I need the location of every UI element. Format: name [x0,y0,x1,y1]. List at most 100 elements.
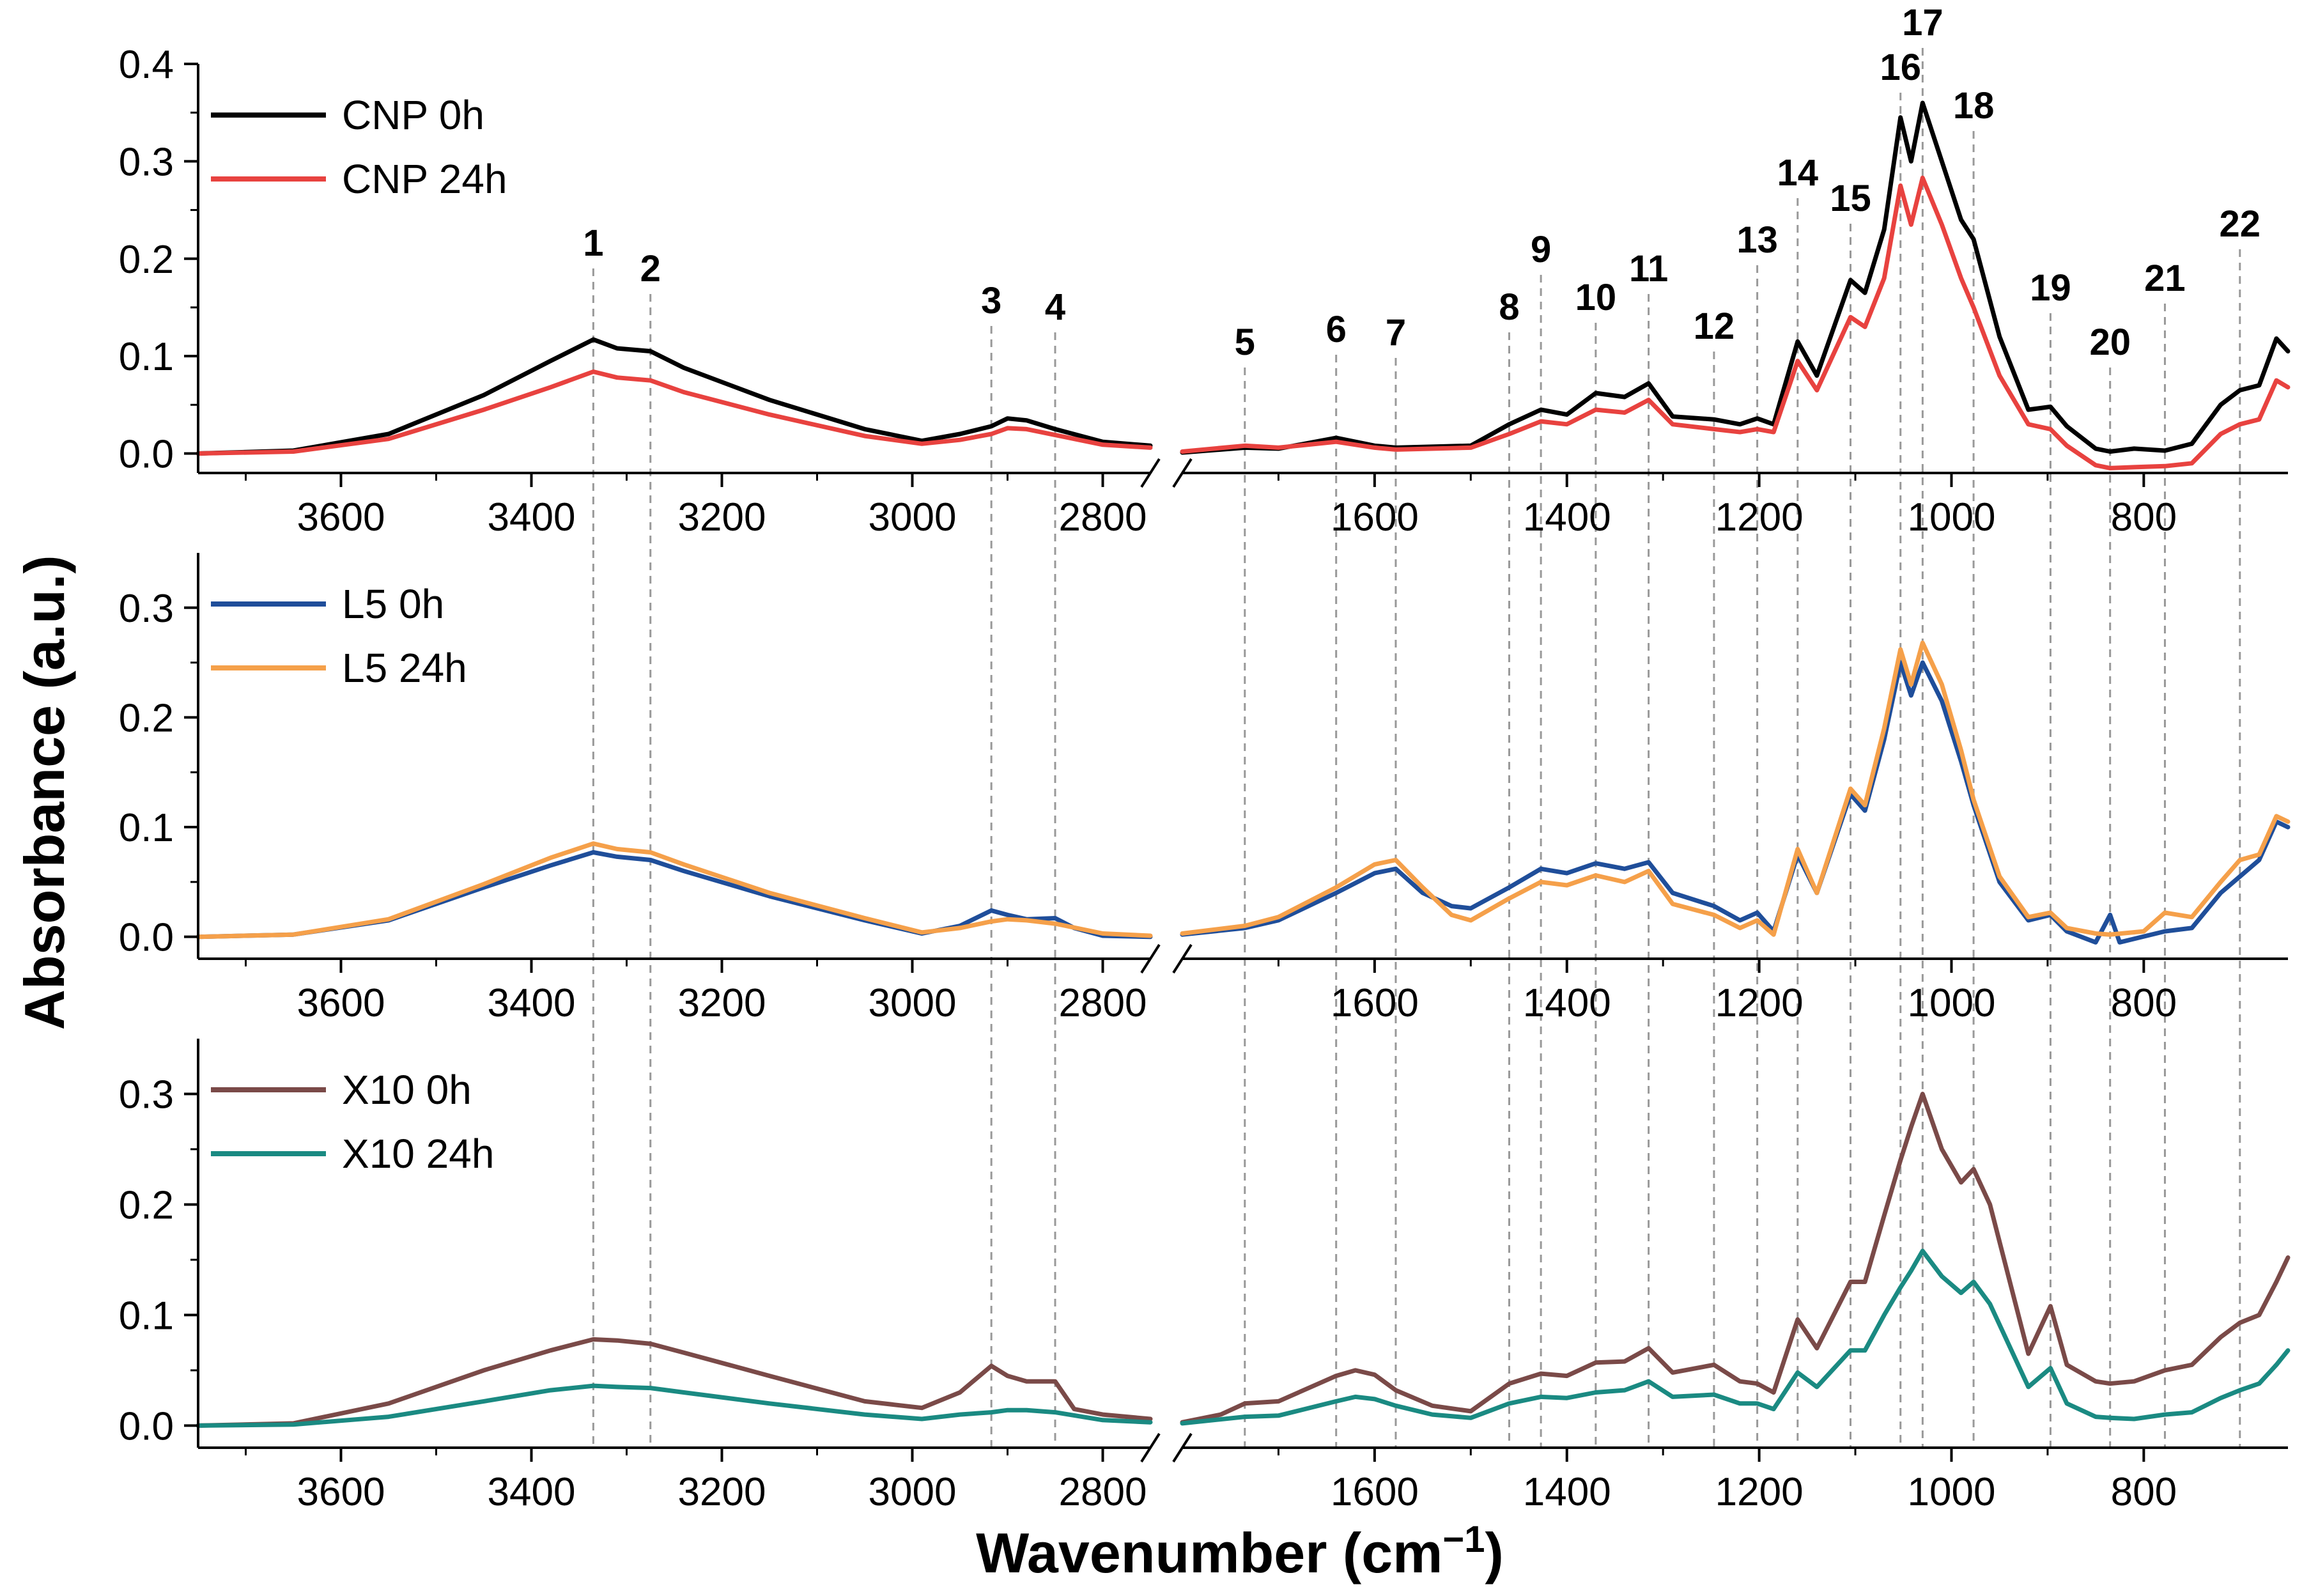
x-tick-label-left-2-1: 3400 [488,981,576,1025]
x-tick-label-right-1-1: 1400 [1523,495,1611,539]
x-tick-label-left-1-3: 3000 [869,495,957,539]
peak-label-14: 14 [1777,152,1819,194]
peak-label-6: 6 [1326,309,1347,350]
x-tick-label-left-3-1: 3400 [488,1470,576,1514]
peak-label-1: 1 [583,222,603,264]
x-axis-title-superscript: −1 [1442,1519,1485,1560]
x-tick-label-left-2-4: 2800 [1059,981,1147,1025]
y-tick-label-1-3: 0.3 [119,140,174,184]
legend-label-1-2: CNP 24h [342,156,507,202]
y-tick-label-1-4: 0.4 [119,43,174,87]
series-3-2-left [196,1383,1153,1428]
peak-label-10: 10 [1575,277,1617,318]
axis-break-left-1 [1140,458,1161,488]
x-tick-label-right-3-1: 1400 [1523,1470,1611,1514]
y-tick-label-3-3: 0.3 [119,1073,174,1117]
y-tick-label-1-2: 0.2 [119,238,174,282]
x-tick-label-left-1-0: 3600 [297,495,385,539]
peak-label-19: 19 [2030,267,2071,309]
peak-label-20: 20 [2089,322,2131,363]
x-tick-label-left-3-2: 3200 [678,1470,766,1514]
y-tick-label-1-0: 0.0 [119,433,174,477]
x-axis-title-main: Wavenumber (cm [976,1521,1442,1584]
legend-3: X10 0h X10 24h [211,1067,494,1177]
y-tick-label-1-1: 0.1 [119,335,174,379]
panel-3: 0.0 0.1 0.2 0.3 3600 3400 3200 3000 2800 1600 1400… [119,1039,2291,1514]
x-tick-label-left-1-1: 3400 [488,495,576,539]
x-tick-label-right-1-0: 1600 [1331,495,1419,539]
x-axis-title-close: ) [1485,1521,1504,1584]
x-tick-label-right-2-2: 1200 [1715,981,1804,1025]
x-tick-label-right-3-4: 800 [2111,1470,2177,1514]
y-tick-label-3-2: 0.2 [119,1183,174,1227]
series-1-2-right [1180,175,2291,470]
peak-label-5: 5 [1235,322,1255,363]
legend-2: L5 0h L5 24h [211,581,467,691]
y-tick-label-2-3: 0.3 [119,587,174,631]
series-3-1-left [196,1337,1153,1428]
axis-break-right-3 [1172,1432,1193,1463]
series-1-1-left [196,337,1153,456]
x-tick-label-right-1-3: 1000 [1908,495,1996,539]
x-tick-label-right-2-0: 1600 [1331,981,1419,1025]
series-3-2-right [1180,1248,2291,1426]
x-tick-label-right-1-4: 800 [2111,495,2177,539]
series-2-1-right [1180,660,2291,945]
peak-label-8: 8 [1499,286,1519,328]
x-tick-label-left-2-0: 3600 [297,981,385,1025]
y-tick-label-3-0: 0.0 [119,1404,174,1448]
series-2-2-left [196,841,1153,940]
y-tick-label-2-2: 0.2 [119,696,174,740]
legend-1: CNP 0h CNP 24h [211,92,507,202]
peak-label-11: 11 [1629,248,1668,290]
peak-label-15: 15 [1830,178,1871,219]
x-tick-label-right-3-2: 1200 [1715,1470,1804,1514]
axis-break-left-2 [1140,943,1161,974]
peak-label-7: 7 [1386,312,1406,353]
series-1-2-left [196,369,1153,456]
legend-label-1-1: CNP 0h [342,92,484,138]
y-tick-label-3-1: 0.1 [119,1294,174,1338]
legend-label-3-2: X10 24h [342,1131,494,1177]
y-tick-label-2-0: 0.0 [119,916,174,960]
x-tick-label-left-3-3: 3000 [869,1470,957,1514]
peak-label-21: 21 [2144,258,2186,299]
y-axis-title: Absorbance (a.u.) [13,555,76,1030]
panel-2: 0.0 0.1 0.2 0.3 3600 3400 3200 3000 2800 1600 1400… [119,553,2291,1025]
series-1-1-right [1180,100,2291,455]
x-tick-label-right-1-2: 1200 [1715,495,1804,539]
x-tick-label-right-2-4: 800 [2111,981,2177,1025]
peak-label-17: 17 [1902,2,1943,43]
peak-label-13: 13 [1736,219,1778,261]
peak-label-3: 3 [981,280,1001,322]
axis-break-left-3 [1140,1432,1161,1463]
x-tick-label-right-2-1: 1400 [1523,981,1611,1025]
peak-label-9: 9 [1531,229,1551,270]
axis-break-right-1 [1172,458,1193,488]
series-3-1-right [1180,1092,2291,1425]
x-tick-label-left-1-4: 2800 [1059,495,1147,539]
x-tick-label-right-3-0: 1600 [1331,1470,1419,1514]
x-tick-label-left-3-4: 2800 [1059,1470,1147,1514]
series-2-1-left [196,850,1153,940]
peak-label-2: 2 [640,248,661,290]
x-tick-label-left-2-3: 3000 [869,981,957,1025]
peak-label-18: 18 [1953,85,1995,127]
x-tick-label-right-2-3: 1000 [1908,981,1996,1025]
legend-label-3-1: X10 0h [342,1067,472,1113]
legend-label-2-2: L5 24h [342,645,467,691]
x-axis-title: Wavenumber (cm−1) [976,1519,1504,1584]
x-tick-label-right-3-3: 1000 [1908,1470,1996,1514]
peak-label-16: 16 [1880,47,1921,88]
x-tick-label-left-2-2: 3200 [678,981,766,1025]
axis-break-right-2 [1172,943,1193,974]
series-2-2-right [1180,640,2291,937]
peak-label-22: 22 [2220,203,2261,245]
peak-label-4: 4 [1045,286,1065,328]
x-tick-label-left-1-2: 3200 [678,495,766,539]
y-tick-label-2-1: 0.1 [119,806,174,850]
